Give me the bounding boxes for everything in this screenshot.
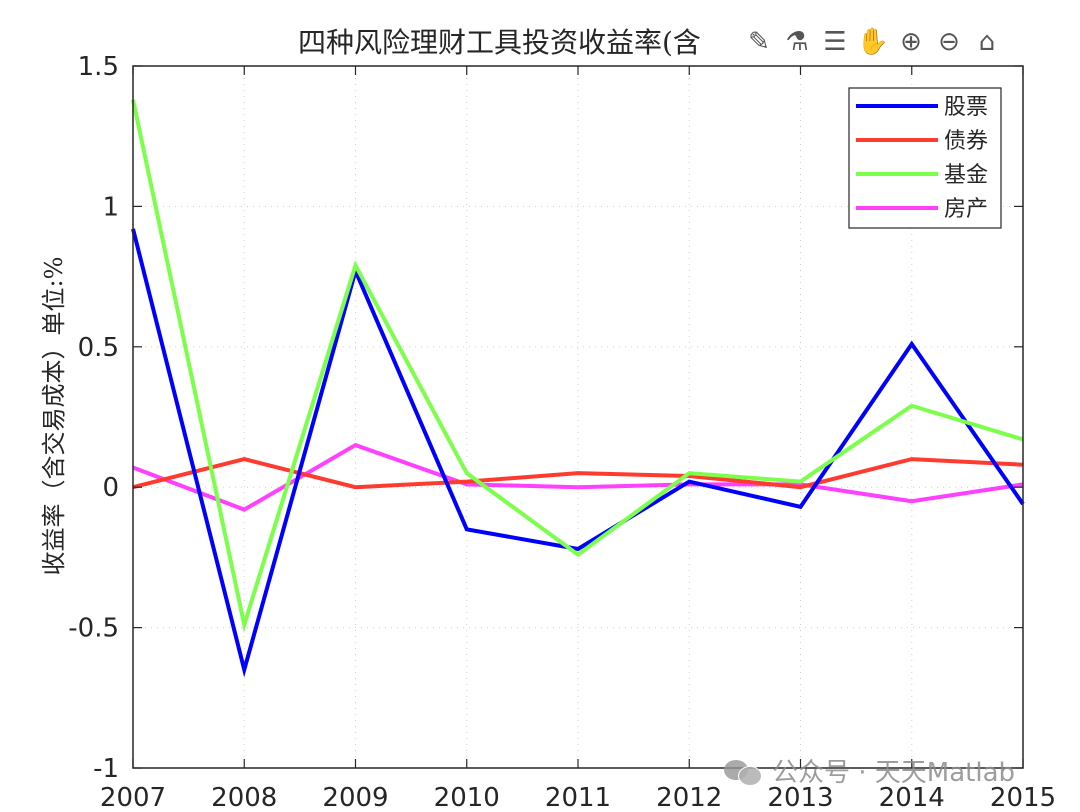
y-axis-label: 收益率（含交易成本）单位:% [40, 257, 68, 576]
x-tick-label: 2015 [990, 783, 1056, 812]
x-tick-label: 2014 [879, 783, 945, 812]
y-tick-label: -1 [93, 754, 119, 784]
watermark-text: 公众号 · 天天Matlab [772, 758, 1016, 788]
x-tick-label: 2010 [434, 783, 500, 812]
legend-label-property: 房产 [944, 197, 988, 222]
axes-toolbar: ✎ ⚗ ☰ ✋ ⊕ ⊖ ⌂ [744, 22, 1028, 62]
legend-label-bonds: 债券 [944, 129, 988, 154]
data-tip-icon[interactable]: ⚗ [785, 27, 809, 57]
series-line-2 [131, 99, 1024, 633]
x-tick-label: 2009 [322, 783, 388, 812]
watermark: 公众号 · 天天Matlab [722, 752, 1015, 789]
y-tick-label: 1.5 [78, 52, 119, 82]
zoom-in-icon[interactable]: ⊕ [900, 27, 922, 57]
x-tick-label: 2011 [545, 783, 611, 812]
series-line-1 [132, 457, 1024, 490]
home-icon[interactable]: ⌂ [978, 27, 996, 57]
axis-ticks: 2007 2008 2009 2010 2011 2012 2013 2014 2015 -1 -0… [68, 52, 1056, 812]
y-tick-label: 1 [102, 192, 119, 222]
brush-icon[interactable]: ✎ [748, 27, 770, 57]
x-tick-label: 2012 [656, 783, 722, 812]
pan-icon[interactable]: ✋ [856, 27, 890, 57]
zoom-out-icon[interactable]: ⊖ [938, 27, 960, 57]
y-tick-label: -0.5 [68, 614, 119, 644]
legend-box [848, 87, 1002, 229]
legend-icon[interactable]: ☰ [823, 27, 847, 57]
legend-label-funds: 基金 [944, 163, 988, 188]
series-line-0 [131, 228, 1025, 678]
legend-label-stocks: 股票 [944, 95, 988, 120]
x-tick-label: 2013 [767, 783, 833, 812]
chart-title: 四种风险理财工具投资收益率(含 [298, 26, 701, 59]
y-tick-label: 0 [102, 473, 119, 503]
series-layer [131, 99, 1025, 678]
legend[interactable]: 股票 债券 基金 房产 [848, 87, 1002, 229]
y-tick-label: 0.5 [78, 333, 119, 363]
series-line-3 [132, 442, 1024, 512]
wechat-icon [722, 756, 762, 786]
x-tick-label: 2007 [100, 783, 166, 812]
x-tick-label: 2008 [211, 783, 277, 812]
